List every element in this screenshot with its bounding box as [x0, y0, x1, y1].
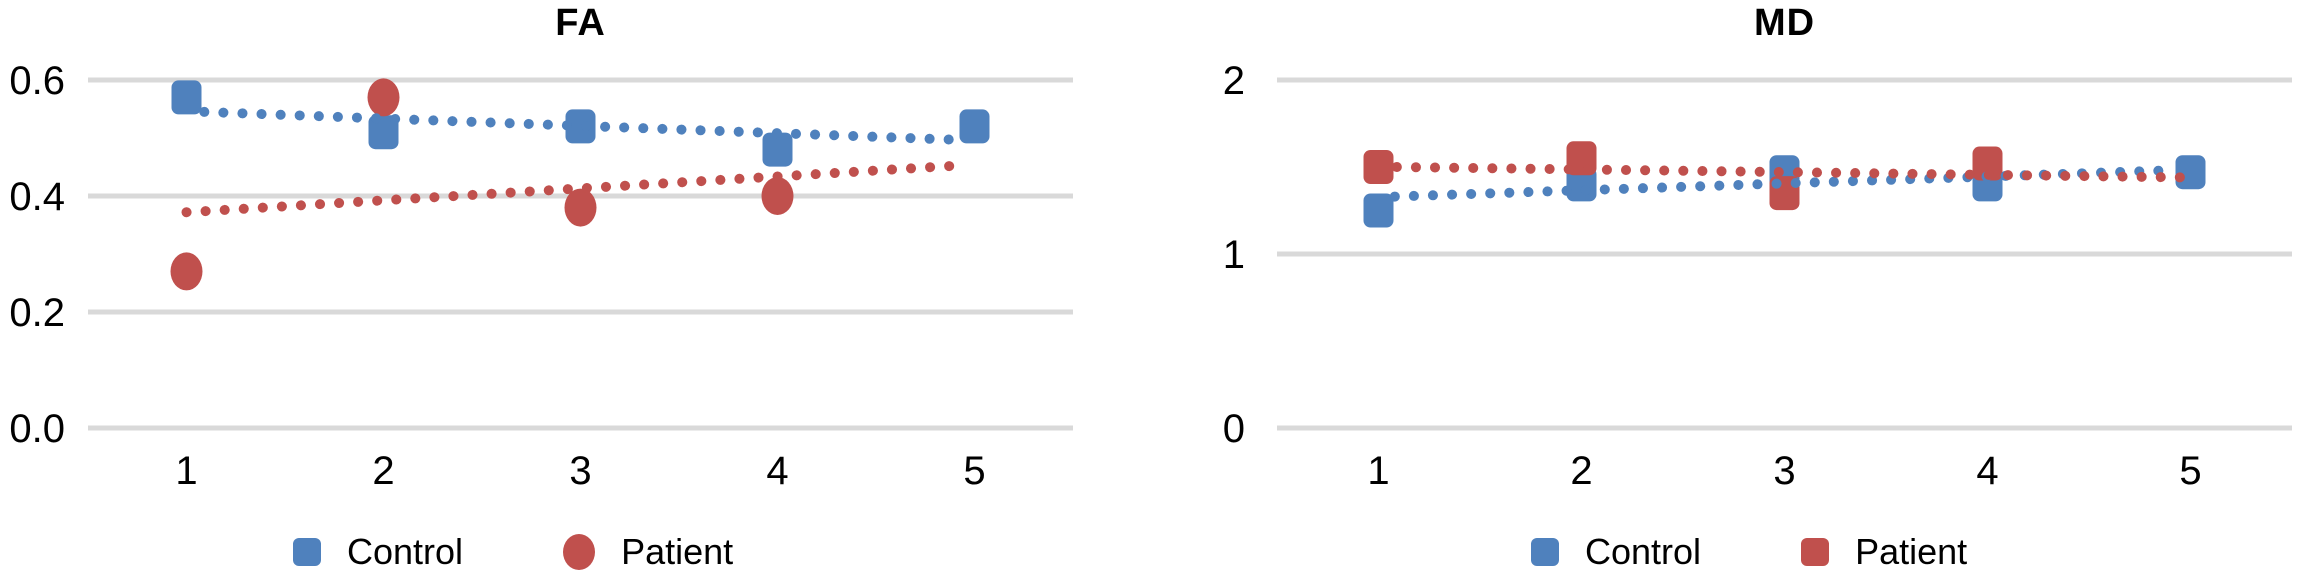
fa-legend-item-patient: Patient: [563, 531, 733, 573]
y-tick-label: 0.6: [9, 59, 65, 103]
x-tick-label: 4: [766, 449, 788, 493]
fa-legend-label-control: Control: [347, 531, 464, 572]
patient-circle-icon: [563, 533, 596, 571]
control-data-point-1: [171, 80, 202, 115]
legend-marker-shape: [293, 538, 321, 566]
fa-chart: FA 0.0 0.2 0.4 0.6 1 2 3 4 5 Control Patient: [9, 2, 1073, 573]
legend-marker-shape: [1531, 538, 1559, 566]
patient-data-point-2: [367, 78, 400, 117]
control-data-point-5: [2175, 155, 2206, 190]
patient-data-point-1: [1363, 150, 1394, 184]
control-trendline: [1389, 165, 2172, 202]
md-legend-item-patient: Patient: [1801, 531, 1967, 573]
fa-legend: Control Patient: [293, 531, 733, 573]
control-trendline: [199, 106, 960, 145]
patient-trendline: [181, 160, 968, 218]
md-legend: Control Patient: [1531, 531, 1967, 573]
md-plot-area: 0 1 2 1 2 3 4 5: [1223, 59, 2292, 493]
patient-data-point-4: [1972, 146, 2003, 181]
control-square-icon: [293, 537, 321, 567]
x-tick-label: 2: [372, 449, 394, 493]
legend-marker-shape: [563, 534, 596, 570]
control-square-icon: [1531, 537, 1559, 567]
x-tick-label: 5: [2179, 449, 2201, 493]
x-tick-label: 1: [175, 449, 197, 493]
fa-chart-title: FA: [555, 2, 606, 44]
x-tick-label: 1: [1367, 449, 1389, 493]
md-legend-label-patient: Patient: [1855, 531, 1968, 572]
patient-trendline: [1391, 162, 2192, 183]
control-data-point-4: [762, 132, 793, 167]
control-data-point-2: [368, 115, 399, 150]
y-tick-label: 1: [1223, 233, 1245, 277]
patient-data-point-3: [564, 188, 597, 227]
fa-legend-label-patient: Patient: [621, 531, 734, 572]
md-legend-item-control: Control: [1531, 531, 1701, 573]
y-tick-label: 0.4: [9, 175, 65, 219]
md-chart: MD 0 1 2 1 2 3 4 5 Control Patient: [1157, 0, 2314, 577]
patient-data-point-1: [170, 252, 203, 291]
md-legend-label-control: Control: [1585, 531, 1702, 572]
patient-square-icon: [1801, 537, 1830, 567]
y-tick-label: 0: [1223, 407, 1245, 451]
x-tick-label: 3: [1773, 449, 1795, 493]
control-data-point-1: [1363, 193, 1394, 228]
control-data-point-3: [565, 109, 596, 144]
y-tick-label: 0.2: [9, 291, 65, 335]
md-chart-title: MD: [1753, 2, 1816, 44]
fa-plot-area: 0.0 0.2 0.4 0.6 1 2 3 4 5: [9, 59, 1073, 493]
legend-marker-shape: [1801, 538, 1830, 566]
x-tick-label: 4: [1976, 449, 1998, 493]
y-tick-label: 2: [1223, 59, 1245, 103]
y-tick-label: 0.0: [9, 407, 65, 451]
x-tick-label: 5: [963, 449, 985, 493]
control-data-point-5: [959, 109, 990, 144]
x-tick-label: 3: [569, 449, 591, 493]
fa-legend-item-control: Control: [293, 531, 463, 573]
x-tick-label: 2: [1570, 449, 1592, 493]
patient-data-point-4: [761, 177, 794, 215]
